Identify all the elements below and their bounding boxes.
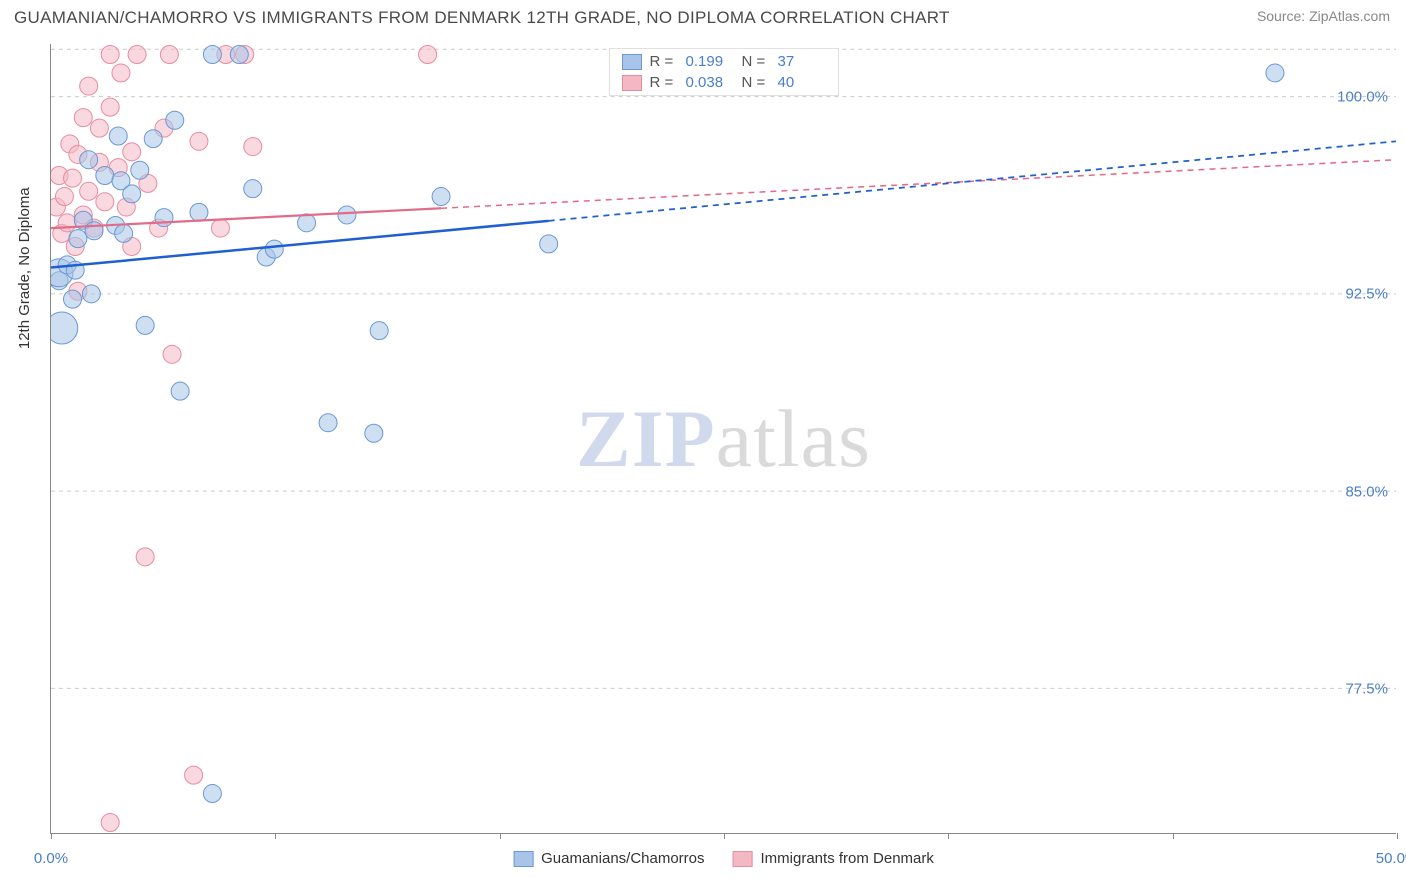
scatter-point-denmark [80, 77, 98, 95]
legend-swatch-series2 [733, 851, 753, 867]
legend-r-value-2: 0.038 [686, 74, 734, 91]
chart-title: GUAMANIAN/CHAMORRO VS IMMIGRANTS FROM DE… [14, 8, 950, 28]
scatter-point-guamanians [370, 322, 388, 340]
legend-swatch-series1 [622, 54, 642, 70]
scatter-point-guamanians [1266, 64, 1284, 82]
legend-label-series1: Guamanians/Chamorros [541, 850, 704, 867]
source-label: Source: ZipAtlas.com [1257, 8, 1390, 24]
scatter-point-denmark [244, 138, 262, 156]
scatter-point-guamanians [64, 290, 82, 308]
scatter-point-denmark [90, 119, 108, 137]
scatter-point-denmark [128, 46, 146, 64]
scatter-point-guamanians [203, 46, 221, 64]
legend-row-series2: R = 0.038 N = 40 [610, 72, 838, 93]
scatter-point-guamanians [109, 127, 127, 145]
scatter-point-guamanians [131, 161, 149, 179]
plot-svg [51, 44, 1396, 833]
legend-n-value-2: 40 [778, 74, 826, 91]
scatter-point-denmark [211, 219, 229, 237]
scatter-point-guamanians [123, 185, 141, 203]
scatter-point-guamanians [96, 167, 114, 185]
scatter-point-guamanians [298, 214, 316, 232]
scatter-point-guamanians [432, 188, 450, 206]
scatter-point-guamanians [244, 180, 262, 198]
legend-item-series1: Guamanians/Chamorros [513, 850, 704, 867]
scatter-point-guamanians [265, 240, 283, 258]
scatter-point-guamanians [171, 382, 189, 400]
y-axis-label: 12th Grade, No Diploma [16, 187, 33, 349]
scatter-point-denmark [160, 46, 178, 64]
scatter-point-denmark [55, 188, 73, 206]
scatter-point-guamanians [190, 203, 208, 221]
scatter-point-denmark [419, 46, 437, 64]
xtick-mark [724, 833, 725, 839]
scatter-point-guamanians [230, 46, 248, 64]
legend-n-label: N = [742, 74, 770, 91]
scatter-point-guamanians [166, 111, 184, 129]
scatter-point-guamanians [115, 224, 133, 242]
ytick-label: 92.5% [1345, 286, 1388, 303]
scatter-point-guamanians [319, 414, 337, 432]
scatter-point-denmark [190, 132, 208, 150]
xtick-mark [1173, 833, 1174, 839]
scatter-point-denmark [185, 766, 203, 784]
scatter-point-guamanians [338, 206, 356, 224]
scatter-point-denmark [96, 193, 114, 211]
legend-r-label: R = [650, 53, 678, 70]
scatter-point-denmark [80, 182, 98, 200]
xtick-mark [275, 833, 276, 839]
scatter-point-guamanians [136, 316, 154, 334]
scatter-point-guamanians [69, 230, 87, 248]
legend-label-series2: Immigrants from Denmark [761, 850, 934, 867]
scatter-point-guamanians [365, 424, 383, 442]
scatter-point-guamanians [51, 312, 78, 344]
legend-item-series2: Immigrants from Denmark [733, 850, 934, 867]
scatter-point-denmark [112, 64, 130, 82]
legend-r-label: R = [650, 74, 678, 91]
scatter-point-guamanians [540, 235, 558, 253]
scatter-point-guamanians [203, 785, 221, 803]
scatter-point-denmark [123, 143, 141, 161]
scatter-point-denmark [163, 345, 181, 363]
xtick-mark [51, 833, 52, 839]
legend-n-value-1: 37 [778, 53, 826, 70]
legend-series: Guamanians/Chamorros Immigrants from Den… [513, 850, 934, 867]
title-bar: GUAMANIAN/CHAMORRO VS IMMIGRANTS FROM DE… [0, 0, 1406, 32]
scatter-point-denmark [101, 46, 119, 64]
plot-area: ZIPatlas R = 0.199 N = 37 R = 0.038 N = … [50, 44, 1396, 834]
legend-row-series1: R = 0.199 N = 37 [610, 51, 838, 72]
scatter-point-denmark [101, 98, 119, 116]
xtick-label: 50.0% [1376, 850, 1406, 867]
legend-swatch-series1 [513, 851, 533, 867]
scatter-point-guamanians [144, 130, 162, 148]
scatter-point-denmark [136, 548, 154, 566]
scatter-point-denmark [101, 813, 119, 831]
scatter-point-denmark [74, 109, 92, 127]
scatter-point-guamanians [82, 285, 100, 303]
xtick-mark [948, 833, 949, 839]
regression-dashed-denmark [441, 160, 1396, 209]
ytick-label: 85.0% [1345, 483, 1388, 500]
legend-swatch-series2 [622, 75, 642, 91]
xtick-mark [1397, 833, 1398, 839]
xtick-label: 0.0% [34, 850, 68, 867]
ytick-label: 77.5% [1345, 681, 1388, 698]
scatter-point-guamanians [80, 151, 98, 169]
xtick-mark [500, 833, 501, 839]
scatter-point-denmark [58, 214, 76, 232]
scatter-point-guamanians [155, 209, 173, 227]
ytick-label: 100.0% [1337, 88, 1388, 105]
scatter-point-denmark [64, 169, 82, 187]
scatter-point-guamanians [85, 222, 103, 240]
legend-r-value-1: 0.199 [686, 53, 734, 70]
legend-correlation: R = 0.199 N = 37 R = 0.038 N = 40 [609, 48, 839, 96]
legend-n-label: N = [742, 53, 770, 70]
